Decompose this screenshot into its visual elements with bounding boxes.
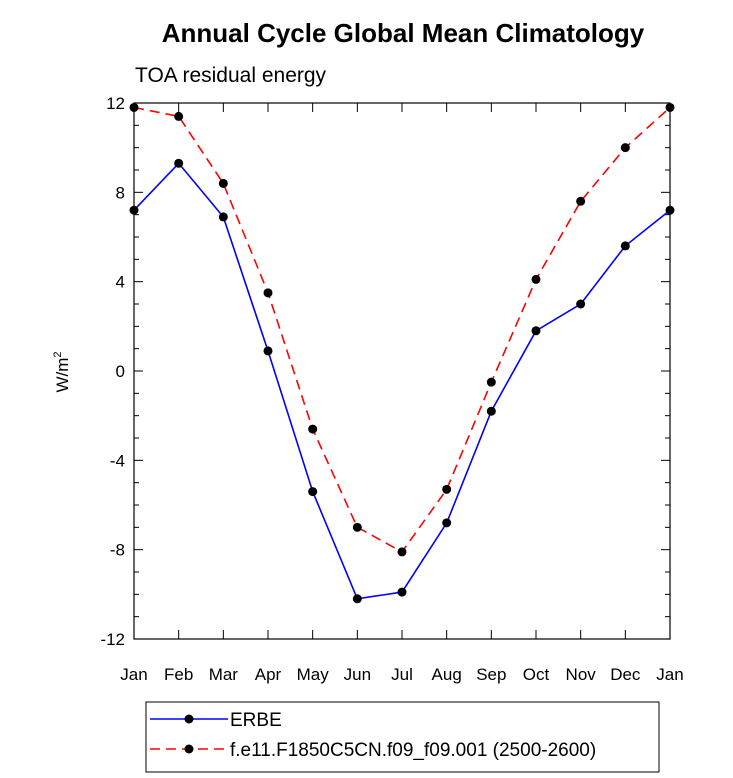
legend-model-label: f.e11.F1850C5CN.f09_f09.001 (2500-2600) (230, 740, 596, 761)
x-tick-label: Nov (566, 665, 597, 684)
legend-model-marker (184, 744, 194, 754)
data-point (576, 196, 586, 206)
x-tick-label: Jan (120, 665, 147, 684)
x-tick-label: Mar (209, 665, 239, 684)
legend-item-model: f.e11.F1850C5CN.f09_f09.001 (2500-2600) (150, 740, 596, 761)
data-point (218, 178, 228, 188)
data-point (442, 518, 452, 528)
data-point (397, 547, 407, 557)
data-point (352, 522, 362, 532)
y-tick-label: 12 (106, 94, 125, 113)
chart-subtitle: TOA residual energy (135, 64, 327, 87)
data-point (263, 288, 273, 298)
data-point (263, 346, 273, 356)
series-line (133, 162, 671, 600)
data-point (576, 299, 586, 309)
y-tick-label: 4 (116, 273, 125, 292)
data-point (665, 205, 675, 215)
data-point (218, 212, 228, 222)
data-point (352, 594, 362, 604)
x-tick-label: Dec (610, 665, 641, 684)
data-point (442, 484, 452, 494)
legend-box (145, 701, 660, 773)
x-tick-label: Feb (164, 665, 193, 684)
legend-erbe-label: ERBE (230, 710, 282, 731)
x-tick-label: Oct (523, 665, 550, 684)
series-line (133, 106, 671, 553)
data-point (129, 102, 139, 112)
x-tick-label: May (297, 665, 330, 684)
x-tick-label: Sep (476, 665, 506, 684)
data-point (486, 406, 496, 416)
x-tick-label: Jan (656, 665, 683, 684)
data-point (531, 326, 541, 336)
data-point (620, 143, 630, 153)
data-point (665, 102, 675, 112)
data-point (620, 241, 630, 251)
data-point (531, 274, 541, 284)
y-tick-label: -4 (110, 451, 125, 470)
data-point (397, 587, 407, 597)
data-point (308, 424, 318, 434)
data-point (174, 111, 184, 121)
data-point (308, 487, 318, 497)
data-point (174, 158, 184, 168)
series-erbe (129, 158, 675, 604)
axes: -12 -8 -4 0 4 8 12 Jan Feb Mar Apr May Jun Jul Aug Sep O… (100, 94, 683, 684)
y-tick-label: 0 (116, 362, 125, 381)
data-point (129, 205, 139, 215)
x-tick-label: Jun (344, 665, 371, 684)
legend-item-erbe: ERBE (150, 710, 282, 731)
y-tick-label: -8 (110, 541, 125, 560)
y-axis-label: W/m2 (52, 351, 72, 392)
data-point (486, 377, 496, 387)
y-tick-label: 8 (116, 183, 125, 202)
x-tick-label: Jul (391, 665, 413, 684)
x-tick-label: Aug (432, 665, 462, 684)
legend-erbe-marker (184, 714, 194, 724)
y-axis-label-superscript: 2 (52, 351, 64, 357)
y-tick-label: -12 (100, 630, 125, 649)
legend: ERBE f.e11.F1850C5CN.f09_f09.001 (2500-2… (145, 701, 660, 773)
chart-title: Annual Cycle Global Mean Climatology (162, 18, 645, 48)
series-layer (129, 102, 675, 604)
series-model (129, 102, 675, 557)
plot-frame (133, 102, 671, 640)
y-axis-label-text: W/m (53, 358, 72, 393)
x-tick-label: Apr (255, 665, 282, 684)
